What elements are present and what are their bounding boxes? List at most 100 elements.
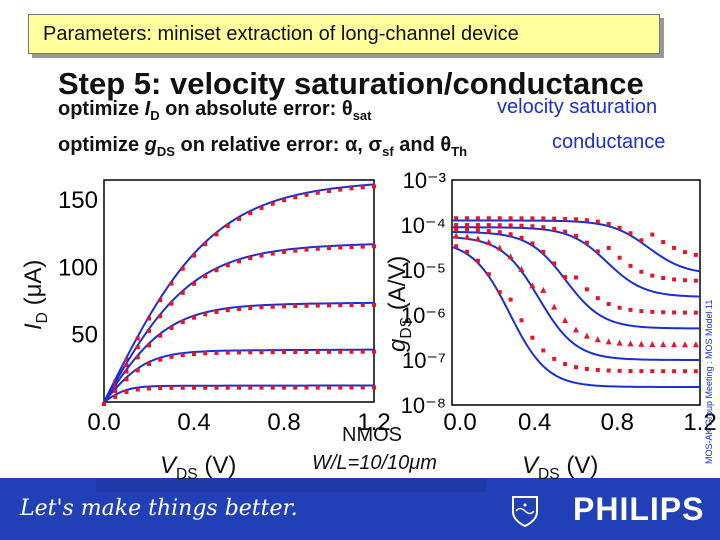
id-measured-point (225, 224, 230, 229)
line2-and: and θ (393, 134, 452, 156)
id-model-curve (103, 183, 375, 403)
id-measured-point (158, 333, 163, 338)
gds-measured-point (638, 340, 645, 347)
gds-measured-point (530, 241, 535, 246)
gds-measured-point (574, 234, 578, 239)
id-measured-point (372, 302, 376, 307)
gds-measured-point (496, 244, 503, 251)
id-measured-point (203, 351, 208, 356)
gds-measured-point (574, 275, 578, 280)
id-y-tick-label: 150 (58, 187, 98, 214)
gds-measured-point (595, 219, 600, 224)
gds-measured-point (595, 296, 600, 301)
gds-measured-point (672, 245, 677, 250)
id-measured-point (360, 302, 365, 307)
gds-measured-point (508, 232, 513, 237)
id-measured-point (147, 328, 151, 333)
gds-measured-point (507, 253, 514, 260)
id-measured-point (270, 385, 275, 390)
id-measured-point (124, 377, 129, 382)
gds-measured-point (672, 310, 677, 315)
id-measured-point (135, 345, 140, 350)
id-measured-point (203, 274, 208, 279)
gds-measured-point (616, 339, 623, 346)
id-measured-point (248, 256, 253, 261)
gds-measured-point (682, 278, 687, 283)
gds-measured-point (650, 309, 655, 314)
gds-optimization-line: optimize gDS on relative error: α, σsf a… (58, 134, 467, 159)
id-x-tick-label: 0.0 (87, 409, 120, 436)
gds-measured-point (682, 369, 687, 374)
id-measured-point (259, 385, 264, 390)
line2-prefix: optimize (58, 134, 145, 156)
id-measured-point (124, 369, 129, 374)
gds-measured-point (628, 263, 633, 268)
id-measured-point (124, 389, 129, 394)
gds-measured-point (594, 336, 601, 343)
gds-measured-point (465, 249, 470, 254)
id-measured-point (147, 343, 151, 348)
gds-measured-point (627, 340, 634, 347)
id-measured-point (192, 352, 196, 357)
id-measured-point (338, 187, 343, 192)
id-x-tick-label: 0.4 (177, 409, 210, 436)
gds-measured-point (454, 244, 459, 249)
id-measured-point (282, 198, 286, 203)
gds-measured-point (562, 317, 569, 324)
gds-plot-frame (451, 179, 701, 406)
id-measured-point (180, 385, 185, 390)
gds-measured-point (584, 366, 589, 371)
gds-measured-point (497, 223, 502, 228)
id-measured-point (304, 247, 309, 252)
line1-param-sub: sat (352, 108, 372, 123)
line1-sub: D (150, 108, 160, 123)
gds-measured-point (519, 223, 524, 228)
gds-measured-point (518, 266, 525, 273)
id-ylabel: ID (μA) (20, 259, 51, 330)
id-measured-point (214, 268, 219, 273)
id-measured-point (192, 385, 196, 390)
id-measured-point (147, 316, 151, 321)
gds-measured-point (464, 233, 471, 240)
id-measured-point (214, 309, 219, 314)
gds-measured-point (519, 216, 524, 221)
gds-measured-point (540, 286, 547, 293)
gds-x-tick-label: 0.4 (518, 409, 551, 436)
id-measured-point (124, 363, 129, 368)
gds-measured-point (465, 227, 470, 232)
id-measured-point (147, 361, 151, 366)
gds-x-tick-label: 0.0 (443, 409, 476, 436)
gds-measured-point (530, 335, 535, 340)
id-measured-point (248, 210, 253, 215)
gds-measured-point (551, 303, 558, 310)
id-measured-point (214, 385, 219, 390)
gds-measured-point (541, 348, 546, 353)
gds-measured-point (486, 223, 491, 228)
id-measured-point (225, 385, 230, 390)
id-measured-point (203, 312, 208, 317)
id-measured-point (158, 298, 163, 303)
footer-bar (0, 478, 720, 540)
device-wl-label: W/L=10/10μm (312, 452, 437, 474)
gds-measured-point (649, 340, 656, 347)
line2-rest: on relative error: α, σ (174, 134, 383, 156)
gds-measured-point (693, 369, 698, 374)
gds-y-tick-label: 10⁻⁶ (401, 303, 446, 328)
id-measured-point (192, 281, 196, 286)
id-measured-point (135, 336, 140, 341)
id-measured-point (327, 349, 331, 354)
id-measured-point (225, 308, 230, 313)
id-measured-point (158, 314, 163, 319)
id-measured-point (293, 248, 298, 253)
gds-measured-point (693, 252, 698, 257)
gds-measured-point (552, 261, 557, 266)
gds-measured-point (672, 369, 677, 374)
gds-model-curve (451, 226, 701, 298)
gds-measured-point (595, 249, 600, 254)
gds-measured-point (453, 232, 460, 239)
id-measured-point (349, 349, 354, 354)
gds-measured-point (617, 368, 622, 373)
id-measured-point (237, 216, 241, 221)
id-measured-point (372, 349, 376, 354)
id-measured-point (169, 281, 174, 286)
